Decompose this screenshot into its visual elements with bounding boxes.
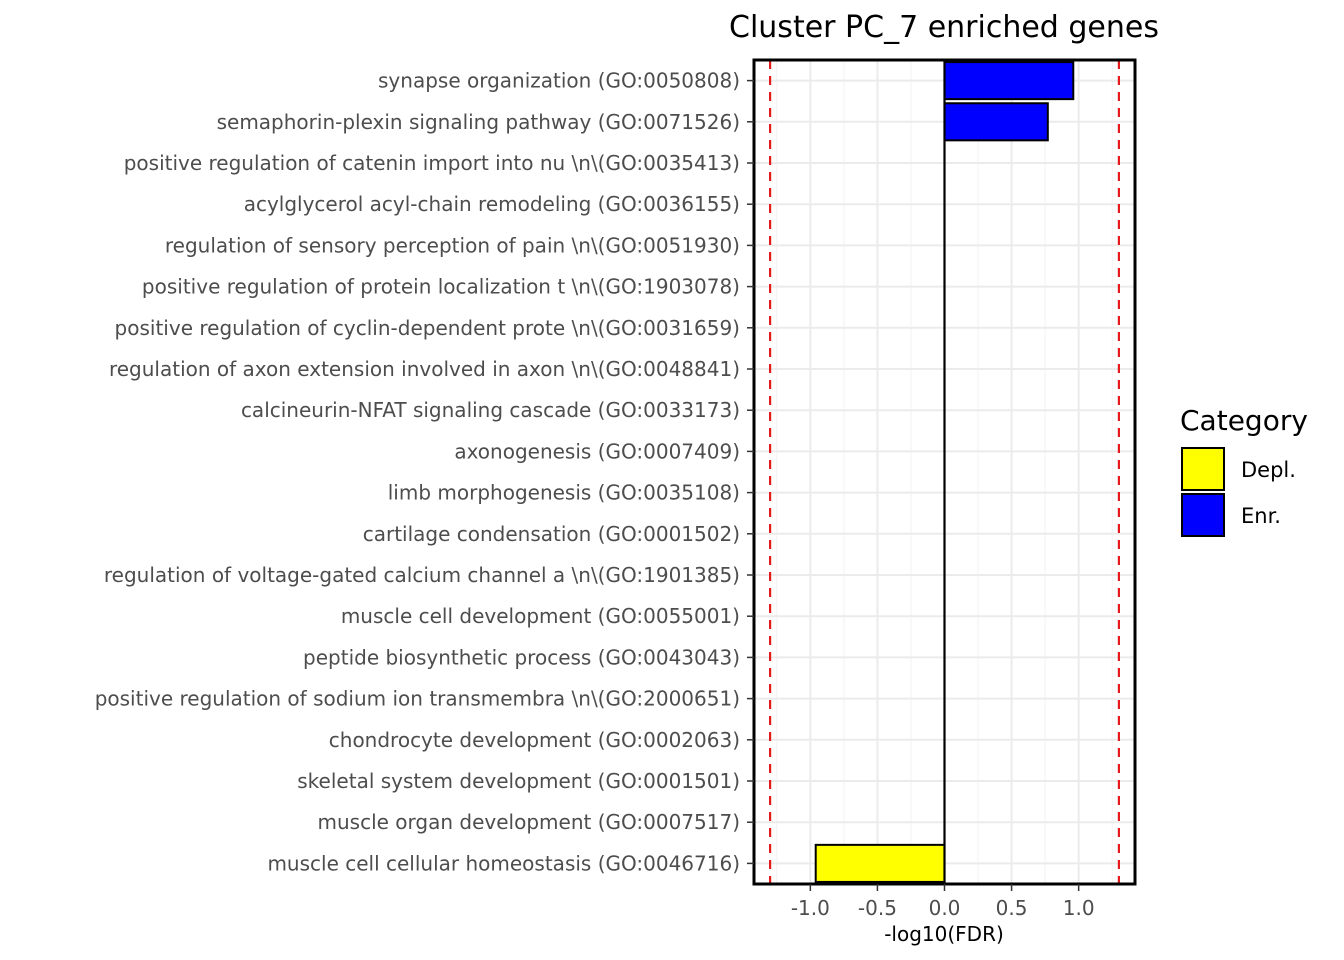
legend-title: Category: [1180, 404, 1308, 437]
y-tick-label: regulation of axon extension involved in…: [109, 357, 740, 381]
legend: Category Depl. Enr.: [1180, 404, 1308, 537]
legend-label: Depl.: [1241, 458, 1296, 482]
x-tick-label: -0.5: [858, 896, 897, 920]
y-tick-label: muscle organ development (GO:0007517): [318, 810, 740, 834]
y-tick-label: axonogenesis (GO:0007409): [454, 439, 740, 463]
legend-swatch: [1181, 493, 1225, 537]
y-tick-label: peptide biosynthetic process (GO:0043043…: [303, 645, 740, 669]
bar: [943, 61, 1075, 101]
x-axis-ticks: -1.0 -0.5 0.0 0.5 1.0: [791, 884, 1095, 920]
y-tick-label: muscle cell development (GO:0055001): [341, 604, 740, 628]
y-tick-label: positive regulation of protein localizat…: [142, 275, 740, 299]
y-tick-label: synapse organization (GO:0050808): [378, 69, 740, 93]
y-tick-label: chondrocyte development (GO:0002063): [329, 728, 740, 752]
y-tick-label: calcineurin-NFAT signaling cascade (GO:0…: [241, 398, 740, 422]
bar: [943, 102, 1049, 142]
x-tick-label: -1.0: [791, 896, 830, 920]
y-tick-label: acylglycerol acyl-chain remodeling (GO:0…: [244, 192, 740, 216]
bar: [814, 843, 946, 883]
x-axis-title: -log10(FDR): [884, 922, 1004, 946]
y-tick-label: semaphorin-plexin signaling pathway (GO:…: [217, 110, 740, 134]
y-tick-label: skeletal system development (GO:0001501): [297, 769, 740, 793]
y-tick-label: regulation of sensory perception of pain…: [165, 233, 740, 257]
y-tick-label: positive regulation of cyclin-dependent …: [115, 316, 740, 340]
x-tick-label: 1.0: [1063, 896, 1095, 920]
y-tick-label: positive regulation of catenin import in…: [124, 151, 740, 175]
legend-swatch: [1181, 447, 1225, 491]
chart-title: Cluster PC_7 enriched genes: [729, 10, 1159, 45]
x-tick-label: 0.5: [996, 896, 1028, 920]
bars: [814, 61, 1075, 883]
y-tick-label: cartilage condensation (GO:0001502): [363, 522, 740, 546]
y-tick-label: muscle cell cellular homeostasis (GO:004…: [267, 851, 740, 875]
y-tick-label: regulation of voltage-gated calcium chan…: [104, 563, 740, 587]
y-tick-label: positive regulation of sodium ion transm…: [95, 687, 740, 711]
y-axis-labels: synapse organization (GO:0050808) semapho…: [95, 69, 754, 875]
legend-label: Enr.: [1241, 504, 1281, 528]
y-tick-label: limb morphogenesis (GO:0035108): [388, 481, 740, 505]
x-tick-label: 0.0: [929, 896, 961, 920]
